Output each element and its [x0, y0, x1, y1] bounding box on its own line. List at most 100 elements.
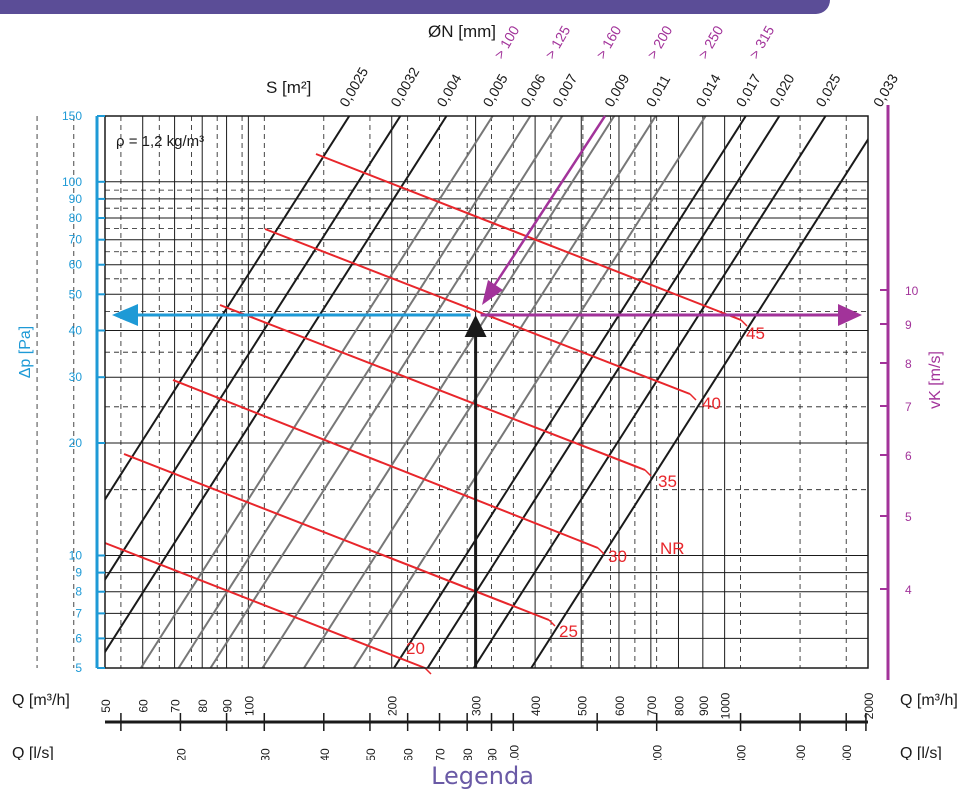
- section-line: [209, 116, 564, 668]
- dp-tick-label: 80: [69, 211, 83, 225]
- vk-axis: vK [m/s] 4 5 6 7 8 9 10: [880, 105, 944, 680]
- nr-curve-tail: [597, 547, 605, 555]
- nr-curve-label: 40: [702, 394, 721, 413]
- nr-curve: [123, 453, 550, 621]
- dp-tick-label: 8: [75, 585, 82, 599]
- q-m3h-tick-label: 800: [672, 696, 686, 716]
- q-ls-label-right: Q [l/s]: [900, 745, 942, 760]
- vk-axis-label: vK [m/s]: [927, 351, 944, 409]
- nr-curve-tail: [644, 469, 652, 477]
- nr-curve: [264, 228, 691, 395]
- section-line: [105, 116, 448, 654]
- section-tick-label: 0,0032: [387, 64, 422, 109]
- q-m3h-tick-label: 50: [99, 699, 113, 713]
- section-line: [105, 116, 402, 582]
- nr-curve-label: 20: [406, 639, 425, 658]
- dp-tick-label: 50: [69, 287, 83, 301]
- nr-curve: [104, 542, 426, 669]
- vk-tick-label: 9: [905, 318, 912, 332]
- q-m3h-tick-label: 500: [575, 696, 589, 716]
- nr-curve-tail: [689, 393, 697, 401]
- q-ls-tick-label: 80: [461, 748, 475, 760]
- vk-tick-label: 10: [905, 284, 919, 298]
- q-ls-tick-label: 20: [174, 748, 188, 760]
- vk-tick-label: 5: [905, 510, 912, 524]
- example-vk-arrowhead: [838, 304, 862, 327]
- density-label: ρ = 1,2 kg/m³: [116, 133, 204, 150]
- nr-curve-tail: [424, 667, 432, 675]
- q-ls-tick-label: 50: [364, 748, 378, 760]
- example-dp-arrowhead: [112, 304, 138, 327]
- q-ls-tick-label: 500: [840, 745, 854, 760]
- q-ls-tick-label: 40: [318, 748, 332, 760]
- q-m3h-tick-label: 900: [697, 696, 711, 716]
- nr-curve-label: 25: [559, 622, 578, 641]
- section-tick-label: 0,005: [479, 71, 510, 110]
- q-ls-tick-label: 200: [651, 745, 665, 760]
- nr-curve-tail: [548, 619, 556, 627]
- section-line: [177, 116, 532, 668]
- q-ls-tick-label: 70: [434, 748, 448, 760]
- q-m3h-tick-label: 700: [645, 696, 659, 716]
- q-m3h-tick-label: 1000: [719, 692, 733, 719]
- section-line: [426, 116, 781, 668]
- example-dn-arrowhead: [482, 280, 503, 305]
- q-m3h-tick-label: 90: [221, 699, 235, 713]
- dp-axis: Δp [Pa] 5 6 7 8 9 10 20 30 40 50 60 70 80 90 100 150: [17, 109, 105, 675]
- dp-tick-label: 9: [75, 566, 82, 580]
- section-line: [303, 116, 657, 668]
- dp-tick-label: 20: [69, 436, 83, 450]
- q-ls-label-left: Q [l/s]: [12, 745, 54, 760]
- vk-tick-label: 7: [905, 400, 912, 414]
- example-q-arrowhead: [464, 315, 487, 338]
- top-banner: [0, 0, 830, 14]
- dp-tick-label: 100: [62, 175, 82, 189]
- q-m3h-tick-label: 70: [169, 699, 183, 713]
- q-m3h-tick-label: 200: [386, 696, 400, 716]
- q-m3h-tick-label: 400: [529, 696, 543, 716]
- q-m3h-tick-label: 2000: [862, 692, 876, 719]
- section-line: [140, 116, 494, 668]
- dn-tick-label: > 250: [695, 23, 727, 62]
- section-tick-label: 0,011: [642, 72, 673, 110]
- legend-caption: Legenda: [431, 762, 534, 790]
- nr-curve: [219, 304, 646, 471]
- q-m3h-label-right: Q [m³/h]: [900, 692, 958, 709]
- q-ls-tick-label: 30: [258, 748, 272, 760]
- example-dn-line: [492, 115, 607, 287]
- q-ls-tick-label: 100: [507, 745, 521, 760]
- dp-tick-label: 150: [62, 109, 82, 123]
- dp-tick-label: 10: [69, 549, 83, 563]
- dn-axis-label: ØN [mm]: [428, 22, 496, 41]
- nr-curve-tail: [740, 319, 748, 327]
- section-tick-label: 0,006: [517, 71, 548, 110]
- nr-label: NR: [660, 539, 685, 558]
- section-line: [353, 116, 707, 668]
- nr-curve-label: 45: [746, 324, 765, 343]
- dp-tick-label: 6: [75, 631, 82, 645]
- plot-frame: [104, 115, 869, 669]
- vk-tick-label: 4: [905, 583, 912, 597]
- nr-curves: 20 25 30 35 40 45: [104, 153, 765, 675]
- q-ls-tick-label: 400: [794, 745, 808, 760]
- dn-tick-label: > 160: [593, 23, 625, 62]
- section-tick-label: 0,0025: [336, 64, 371, 109]
- section-line: [393, 116, 747, 668]
- nr-curve: [315, 153, 742, 321]
- q-m3h-tick-label: 300: [470, 696, 484, 716]
- s-dn-axes: S [m²] ØN [mm] 0,0025 0,0032 0,004 0,005 0,0…: [266, 22, 901, 110]
- dp-tick-label: 90: [69, 192, 83, 206]
- q-m3h-label-left: Q [m³/h]: [12, 692, 70, 709]
- section-lines: [105, 116, 868, 668]
- dn-tick-label: > 200: [644, 23, 676, 62]
- dp-tick-label: 70: [69, 233, 83, 247]
- dp-tick-label: 30: [69, 370, 83, 384]
- q-axes: Q [m³/h] Q [m³/h] Q [l/s] Q [l/s] 50 60 70…: [12, 692, 958, 760]
- dn-tick-label: > 125: [542, 23, 574, 62]
- q-ls-tick-label: 300: [735, 745, 749, 760]
- section-tick-label: 0,033: [870, 71, 901, 110]
- section-tick-label: 0,025: [812, 71, 843, 110]
- dp-tick-label: 40: [69, 324, 83, 338]
- dn-tick-label: > 315: [746, 23, 778, 62]
